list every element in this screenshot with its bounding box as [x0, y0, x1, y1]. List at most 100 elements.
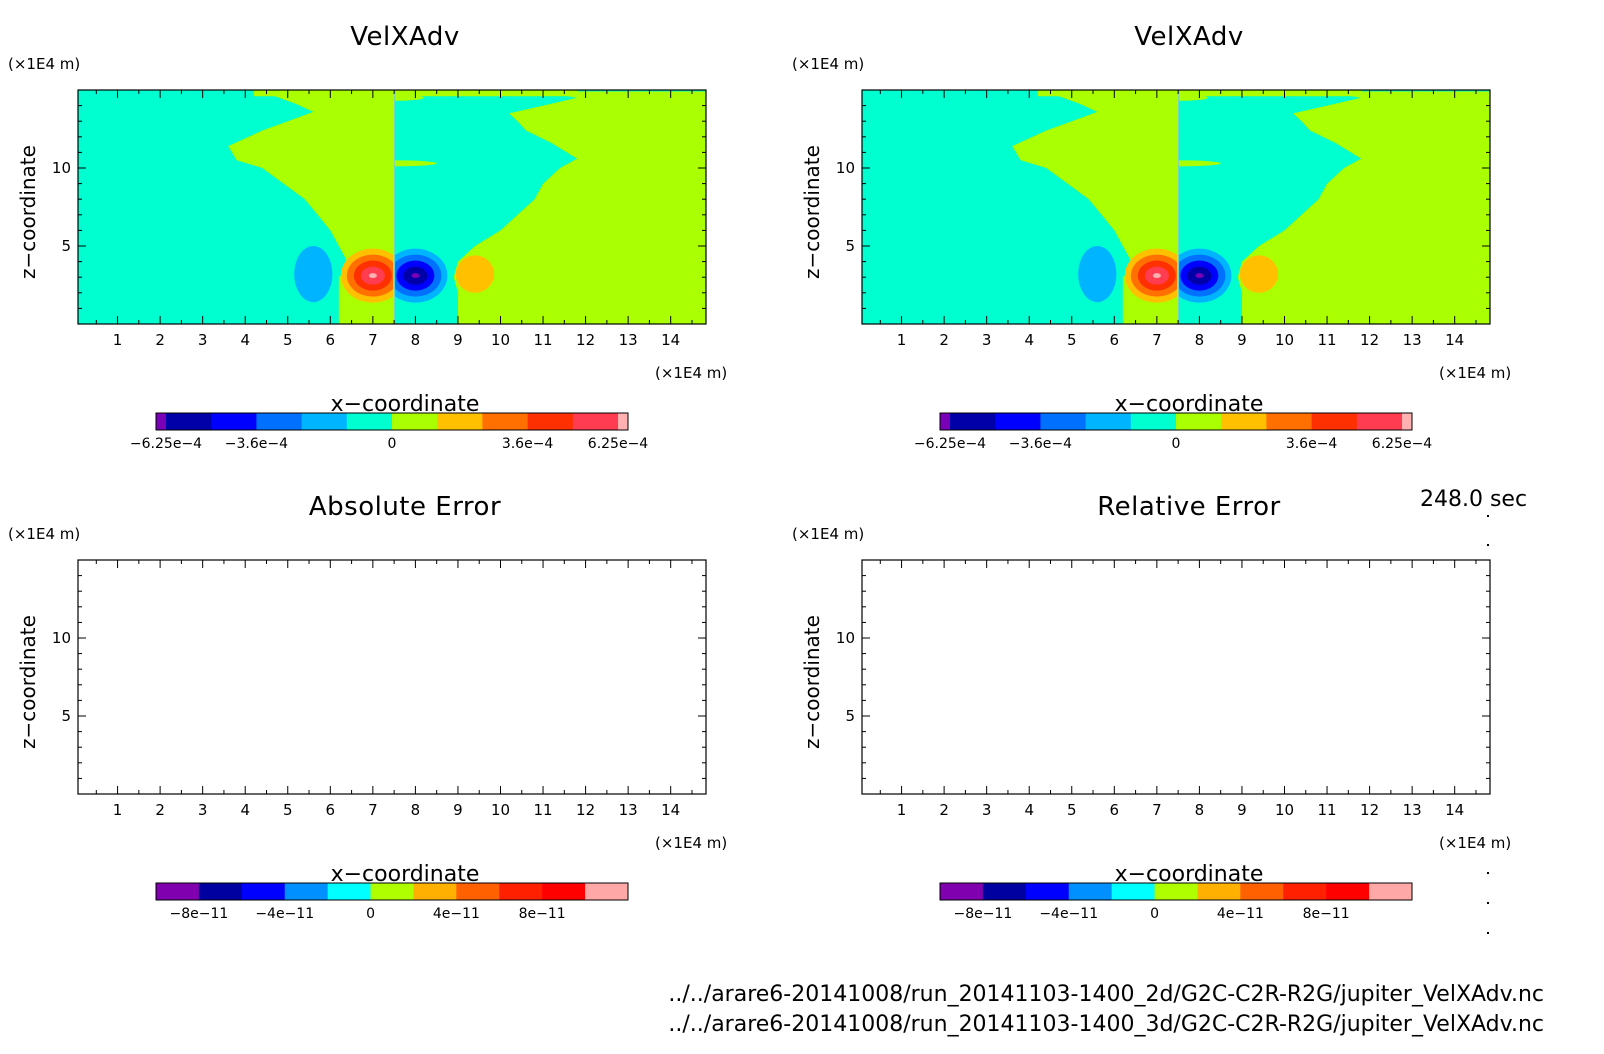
x-tick-label: 3 — [982, 801, 992, 819]
colorbar-swatch — [542, 883, 586, 900]
colorbar-swatch — [370, 883, 414, 900]
x-tick-label: 10 — [1275, 331, 1294, 349]
colorbar-swatch — [1369, 883, 1413, 900]
x-tick-label: 1 — [897, 801, 907, 819]
colorbar-frame — [939, 412, 1413, 431]
colorbar-swatch — [156, 883, 200, 900]
colorbar-swatch — [1311, 413, 1358, 430]
colorbar-tick-label: 3.6e−4 — [502, 436, 554, 452]
chart-title: VelXAdv — [1134, 22, 1244, 52]
x-tick-label: 4 — [240, 331, 250, 349]
x-axis-unit: (×1E4 m) — [1439, 364, 1512, 382]
x-tick-label: 7 — [368, 801, 378, 819]
x-tick-label: 7 — [1152, 801, 1162, 819]
colorbar-swatch — [327, 883, 372, 900]
x-axis-unit: (×1E4 m) — [655, 834, 728, 852]
colorbar-frame — [939, 882, 1413, 901]
y-axis: 5 10 — [52, 575, 706, 779]
x-tick-label: 8 — [411, 331, 421, 349]
colorbar-swatch — [437, 413, 483, 430]
x-tick-label: 3 — [198, 331, 208, 349]
x-axis-unit: (×1E4 m) — [655, 364, 728, 382]
colorbar-frame — [155, 882, 629, 901]
marker-dot — [1487, 515, 1489, 517]
colorbar-swatch — [198, 883, 243, 900]
x-tick-label: 6 — [1110, 801, 1120, 819]
colorbar-swatch — [995, 413, 1041, 430]
marker-dot — [1487, 902, 1489, 904]
y-axis: 5 10 — [52, 105, 706, 309]
x-axis: 1 2 3 4 5 6 7 8 9 10 11 12 13 14 — [879, 560, 1477, 819]
colorbar-tick-label: 0 — [388, 436, 397, 452]
colorbar-swatch — [256, 413, 303, 430]
colorbar-swatch — [1154, 883, 1198, 900]
colorbar-tick-label: 8e−11 — [1303, 906, 1350, 922]
plot-panel-velxadv-right: VelXAdv (×1E4 m) (×1E4 m) z−coordinate x−coo… — [784, 0, 1574, 490]
colorbar-frame — [155, 412, 629, 431]
y-axis-unit: (×1E4 m) — [8, 55, 81, 73]
colorbar-tick-label: 0 — [366, 906, 375, 922]
colorbar-swatch — [1025, 883, 1070, 900]
negative-contour-4 — [411, 273, 420, 279]
y-tick-label: 10 — [52, 629, 71, 647]
x-tick-label: 13 — [619, 331, 638, 349]
source-file-3d: ../../arare6-20141008/run_20141103-1400_… — [668, 1012, 1544, 1037]
colorbar-swatch — [585, 883, 629, 900]
x-tick-label: 8 — [1195, 331, 1205, 349]
positive-extremum-group — [1124, 248, 1178, 303]
colorbar-swatch — [572, 413, 619, 430]
y-tick-label: 5 — [61, 237, 71, 255]
colorbar-tick-label: −6.25e−4 — [130, 436, 202, 452]
y-axis-unit: (×1E4 m) — [8, 525, 81, 543]
y-tick-label: 10 — [52, 159, 71, 177]
x-tick-label: 5 — [283, 801, 293, 819]
x-tick-label: 13 — [1403, 331, 1422, 349]
colorbar-swatch — [482, 413, 529, 430]
x-tick-label: 3 — [982, 331, 992, 349]
colorbar-swatch — [1326, 883, 1370, 900]
x-tick-label: 4 — [1024, 331, 1034, 349]
colorbar-swatch — [1402, 413, 1413, 430]
x-tick-label: 5 — [1067, 801, 1077, 819]
colorbar-swatch — [284, 883, 329, 900]
x-tick-label: 2 — [939, 331, 949, 349]
x-tick-label: 5 — [283, 331, 293, 349]
x-tick-label: 9 — [1237, 331, 1247, 349]
colorbar-swatch — [1266, 413, 1313, 430]
colorbar: −8e−11 −4e−11 0 4e−11 8e−11 — [155, 882, 629, 922]
chart-title: Absolute Error — [308, 492, 502, 522]
colorbar-swatch — [1283, 883, 1327, 900]
colorbar-tick-label: −8e−11 — [954, 906, 1013, 922]
x-tick-label: 7 — [368, 331, 378, 349]
x-tick-label: 14 — [1445, 801, 1464, 819]
x-tick-label: 12 — [1360, 331, 1379, 349]
y-axis: 5 10 — [836, 105, 1490, 309]
colorbar-swatch — [1176, 413, 1222, 430]
colorbar-swatch — [413, 883, 457, 900]
colorbar-swatch — [456, 883, 500, 900]
colorbar-swatch — [982, 883, 1027, 900]
x-tick-label: 11 — [533, 331, 552, 349]
plot-panel-velxadv-left: VelXAdv (×1E4 m) (×1E4 m) z−coordinate x−coo… — [0, 0, 790, 490]
colorbar: −6.25e−4 −3.6e−4 0 3.6e−4 6.25e−4 — [914, 412, 1432, 452]
colorbar-swatch — [950, 413, 996, 430]
plot-panel-relative-error: Relative Error (×1E4 m) (×1E4 m) z−coordina… — [784, 470, 1574, 960]
x-tick-label: 6 — [326, 331, 336, 349]
colorbar-swatch — [346, 413, 393, 430]
x-tick-label: 11 — [533, 801, 552, 819]
plot-frame — [861, 559, 1491, 795]
x-axis: 1 2 3 4 5 6 7 8 9 10 11 12 13 14 — [879, 90, 1477, 349]
x-axis-unit: (×1E4 m) — [1439, 834, 1512, 852]
x-tick-label: 3 — [198, 801, 208, 819]
colorbar-tick-label: 4e−11 — [1217, 906, 1264, 922]
marker-dot — [1487, 872, 1489, 874]
colorbar-swatch — [1085, 413, 1132, 430]
colorbar-swatch — [241, 883, 286, 900]
colorbar: −8e−11 −4e−11 0 4e−11 8e−11 — [939, 882, 1413, 922]
x-tick-label: 10 — [491, 331, 510, 349]
source-file-2d: ../../arare6-20141008/run_20141103-1400_… — [668, 982, 1544, 1007]
x-tick-label: 13 — [1403, 801, 1422, 819]
colorbar-tick-label: 0 — [1172, 436, 1181, 452]
colorbar-swatch — [1221, 413, 1267, 430]
